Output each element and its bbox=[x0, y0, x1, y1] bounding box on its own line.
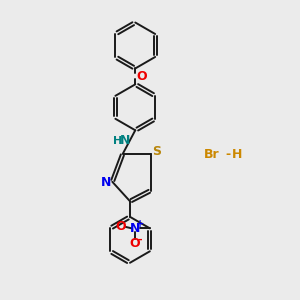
Text: H: H bbox=[113, 136, 122, 146]
Text: -: - bbox=[138, 235, 142, 245]
Text: N: N bbox=[120, 134, 131, 147]
Text: N: N bbox=[130, 222, 140, 235]
Text: S: S bbox=[153, 145, 162, 158]
Text: N: N bbox=[100, 176, 111, 189]
Text: Br: Br bbox=[204, 148, 220, 161]
Text: O: O bbox=[115, 220, 126, 233]
Text: O: O bbox=[136, 70, 147, 83]
Text: -: - bbox=[226, 148, 231, 161]
Text: H: H bbox=[232, 148, 242, 161]
Text: O: O bbox=[130, 236, 140, 250]
Text: +: + bbox=[136, 220, 144, 230]
